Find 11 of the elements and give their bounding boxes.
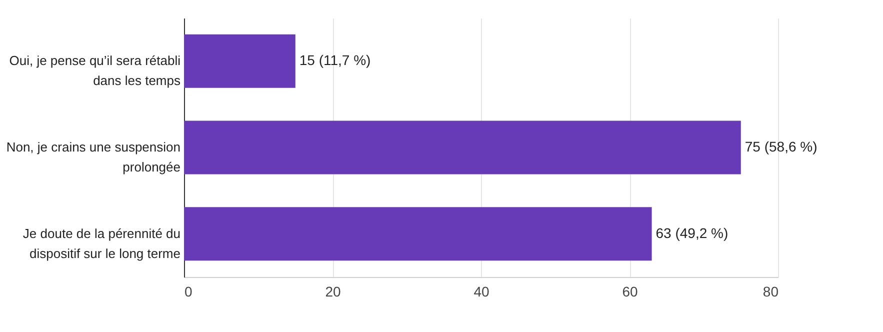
data-label: 63 (49,2 %) <box>656 224 728 241</box>
x-tick-label: 40 <box>474 284 490 300</box>
y-tick-label: Oui, je pense qu’il sera rétabli dans les temps <box>9 53 181 88</box>
x-tick-label: 20 <box>325 284 341 300</box>
data-label: 75 (58,6 %) <box>744 138 818 154</box>
x-tick-label: 0 <box>184 284 192 300</box>
y-tick-label: Je doute de la pérennité du dispositif sur le long terme <box>22 226 180 261</box>
y-tick-label: Non, je crains une suspension prolongée <box>6 140 180 174</box>
x-tick-label: 80 <box>762 284 779 300</box>
data-label: 15 (11,7 %) <box>299 52 371 68</box>
x-tick-label: 60 <box>622 284 638 300</box>
